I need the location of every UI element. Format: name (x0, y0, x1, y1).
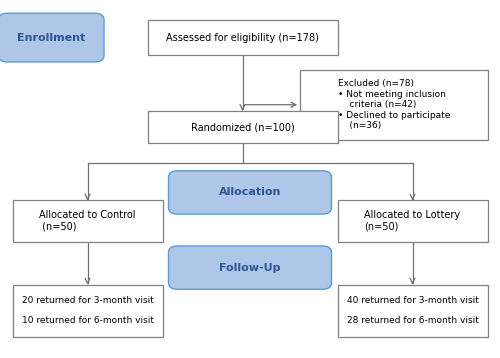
Text: Enrollment: Enrollment (17, 33, 86, 43)
Text: Follow-Up: Follow-Up (219, 263, 281, 272)
Text: Allocation: Allocation (219, 188, 281, 197)
FancyBboxPatch shape (148, 20, 338, 55)
Text: Excluded (n=78)
• Not meeting inclusion
    criteria (n=42)
• Declined to partic: Excluded (n=78) • Not meeting inclusion … (338, 79, 450, 130)
Text: Assessed for eligibility (n=178): Assessed for eligibility (n=178) (166, 33, 319, 43)
FancyBboxPatch shape (338, 285, 488, 337)
FancyBboxPatch shape (148, 111, 338, 143)
Text: 20 returned for 3-month visit

10 returned for 6-month visit: 20 returned for 3-month visit 10 returne… (22, 296, 154, 325)
Text: Allocated to Lottery
(n=50): Allocated to Lottery (n=50) (364, 210, 460, 232)
FancyBboxPatch shape (338, 200, 488, 242)
Text: Allocated to Control
 (n=50): Allocated to Control (n=50) (39, 210, 136, 232)
FancyBboxPatch shape (12, 200, 162, 242)
FancyBboxPatch shape (0, 13, 104, 62)
Text: 40 returned for 3-month visit

28 returned for 6-month visit: 40 returned for 3-month visit 28 returne… (346, 296, 478, 325)
FancyBboxPatch shape (12, 285, 162, 337)
FancyBboxPatch shape (300, 70, 488, 140)
Text: Randomized (n=100): Randomized (n=100) (190, 122, 294, 132)
FancyBboxPatch shape (168, 171, 332, 214)
FancyBboxPatch shape (168, 246, 332, 289)
